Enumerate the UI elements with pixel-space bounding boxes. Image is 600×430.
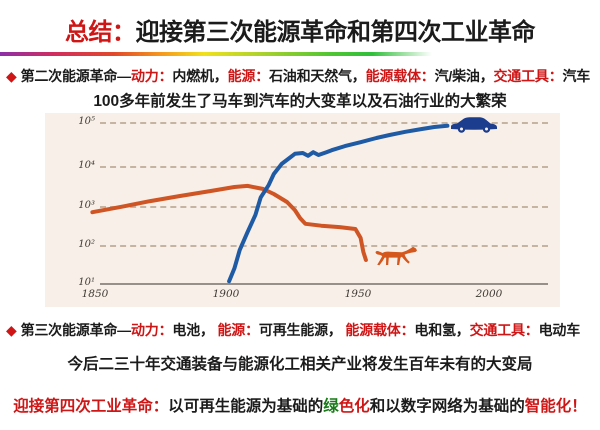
segment: 电池， xyxy=(172,322,218,338)
segment: 交通工具： xyxy=(493,68,563,84)
segment: 能源： xyxy=(217,322,259,338)
segment: 动力： xyxy=(130,322,173,338)
title-text: 迎接第三次能源革命和第四次工业革命 xyxy=(135,19,536,46)
car-icon xyxy=(451,117,497,133)
horse-icon xyxy=(375,246,417,266)
page-title: 总结：迎接第三次能源革命和第四次工业革命 xyxy=(0,12,600,47)
segment: 交通工具： xyxy=(469,322,539,338)
y-axis-label: 10² xyxy=(78,239,95,250)
series-line-cars xyxy=(227,123,450,284)
y-axis-label: 10¹ xyxy=(78,277,95,288)
series-line-horses xyxy=(90,183,368,262)
segment: 智能化！ xyxy=(524,398,587,415)
line-future-decades: 今后二三十年交通装备与能源化工相关产业将发生百年未有的大变局 xyxy=(67,356,533,373)
x-axis-label: 1950 xyxy=(344,288,372,300)
segment: 能源载体： xyxy=(345,322,415,338)
segment: 动力： xyxy=(130,68,173,84)
x-axis-label: 1900 xyxy=(212,288,240,300)
bullet-third-energy-revolution: ◆ 第三次能源革命—动力：电池， 能源：可再生能源， 能源载体：电和氢，交通工具：… xyxy=(6,320,600,340)
segment: 和以数字网络为基础的 xyxy=(369,398,525,415)
x-axis-line xyxy=(100,283,548,285)
segment: 汽车 xyxy=(562,68,591,84)
gridline xyxy=(100,122,548,124)
segment: 汽/柴油， xyxy=(434,68,494,84)
plot-area xyxy=(90,117,497,284)
horses-vs-cars-chart: 10⁵ 10⁴ 10³ 10² 10¹ 1850 1900 1950 2000 xyxy=(45,113,560,307)
segment: 内燃机， xyxy=(172,68,228,84)
diamond-bullet-icon: ◆ xyxy=(6,68,17,84)
bullet-second-energy-revolution: ◆ 第二次能源革命—动力：内燃机，能源：石油和天然气，能源载体：汽/柴油，交通工具… xyxy=(6,66,600,86)
y-axis-label: 10⁴ xyxy=(78,160,95,171)
segment: 能源： xyxy=(227,68,270,84)
x-axis-label: 2000 xyxy=(475,288,503,300)
segment: 第二次能源革命— xyxy=(20,68,132,84)
segment: 色化 xyxy=(338,398,370,415)
y-axis-label: 10³ xyxy=(78,200,95,211)
title-prefix: 总结： xyxy=(65,19,136,46)
segment: 能源载体： xyxy=(365,68,435,84)
line-100-years: 100多年前发生了马车到汽车的大变革以及石油行业的大繁荣 xyxy=(93,93,507,110)
rainbow-divider xyxy=(0,52,600,56)
line-fourth-industrial-revolution: 迎接第四次工业革命：以可再生能源为基础的绿色化和以数字网络为基础的智能化！ xyxy=(0,394,600,416)
segment: 第三次能源革命— xyxy=(20,322,132,338)
segment: 迎接第四次工业革命： xyxy=(13,398,169,415)
y-axis-label: 10⁵ xyxy=(78,116,95,127)
gridline xyxy=(100,245,548,247)
segment: 石油和天然气， xyxy=(269,68,366,84)
gridline xyxy=(100,166,548,168)
segment: 电和氢， xyxy=(414,322,470,338)
gridline xyxy=(100,206,548,208)
segment-green: 绿 xyxy=(323,398,339,415)
segment: 以可再生能源为基础的 xyxy=(168,398,324,415)
segment: 电动车 xyxy=(538,322,581,338)
diamond-bullet-icon: ◆ xyxy=(6,322,17,338)
segment: 可再生能源， xyxy=(258,322,346,338)
x-axis-label: 1850 xyxy=(81,288,109,300)
